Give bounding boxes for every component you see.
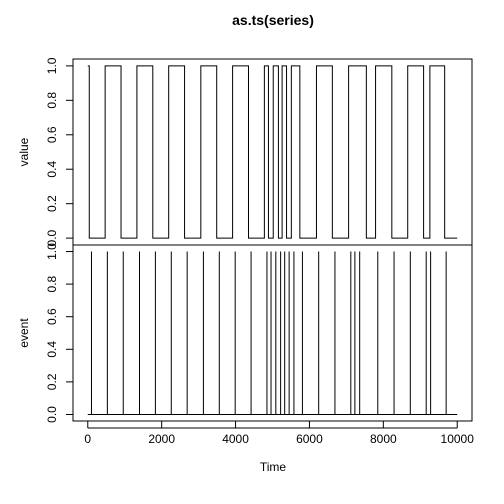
x-tick-label-2: 4000 — [222, 432, 249, 446]
y-tick-label-value-5: 1.0 — [45, 57, 59, 74]
y-axis-label-event: event — [17, 318, 31, 348]
y-tick-label-value-1: 0.2 — [45, 195, 59, 212]
y-axis-label-value: value — [17, 137, 31, 166]
y-tick-label-value-0: 0.0 — [45, 229, 59, 246]
x-tick-label-4: 8000 — [370, 432, 397, 446]
panels: 0.0 0.2 0.4 0.6 0.8 1.0 value 0.0 0.2 0.4 0.6 0.8 1.… — [17, 57, 474, 446]
series-value — [87, 65, 458, 239]
panel-frame-value — [72, 58, 473, 246]
x-axis-label: Time — [260, 460, 287, 474]
y-tick-label-event-4: 0.8 — [45, 275, 59, 292]
y-tick-label-value-3: 0.6 — [45, 126, 59, 143]
y-tick-label-value-4: 0.8 — [45, 92, 59, 109]
y-tick-label-event-2: 0.4 — [45, 341, 59, 358]
y-tick-label-event-3: 0.6 — [45, 308, 59, 325]
x-tick-label-0: 0 — [84, 432, 91, 446]
panel-frame-event — [72, 244, 473, 422]
x-tick-label-5: 10000 — [441, 432, 475, 446]
y-tick-label-event-5: 1.0 — [45, 243, 59, 260]
y-tick-label-value-2: 0.4 — [45, 161, 59, 178]
y-tick-label-event-0: 0.0 — [45, 406, 59, 423]
x-tick-label-3: 6000 — [296, 432, 323, 446]
x-tick-label-1: 2000 — [148, 432, 175, 446]
chart-title: as.ts(series) — [232, 12, 314, 28]
y-tick-label-event-1: 0.2 — [45, 373, 59, 390]
